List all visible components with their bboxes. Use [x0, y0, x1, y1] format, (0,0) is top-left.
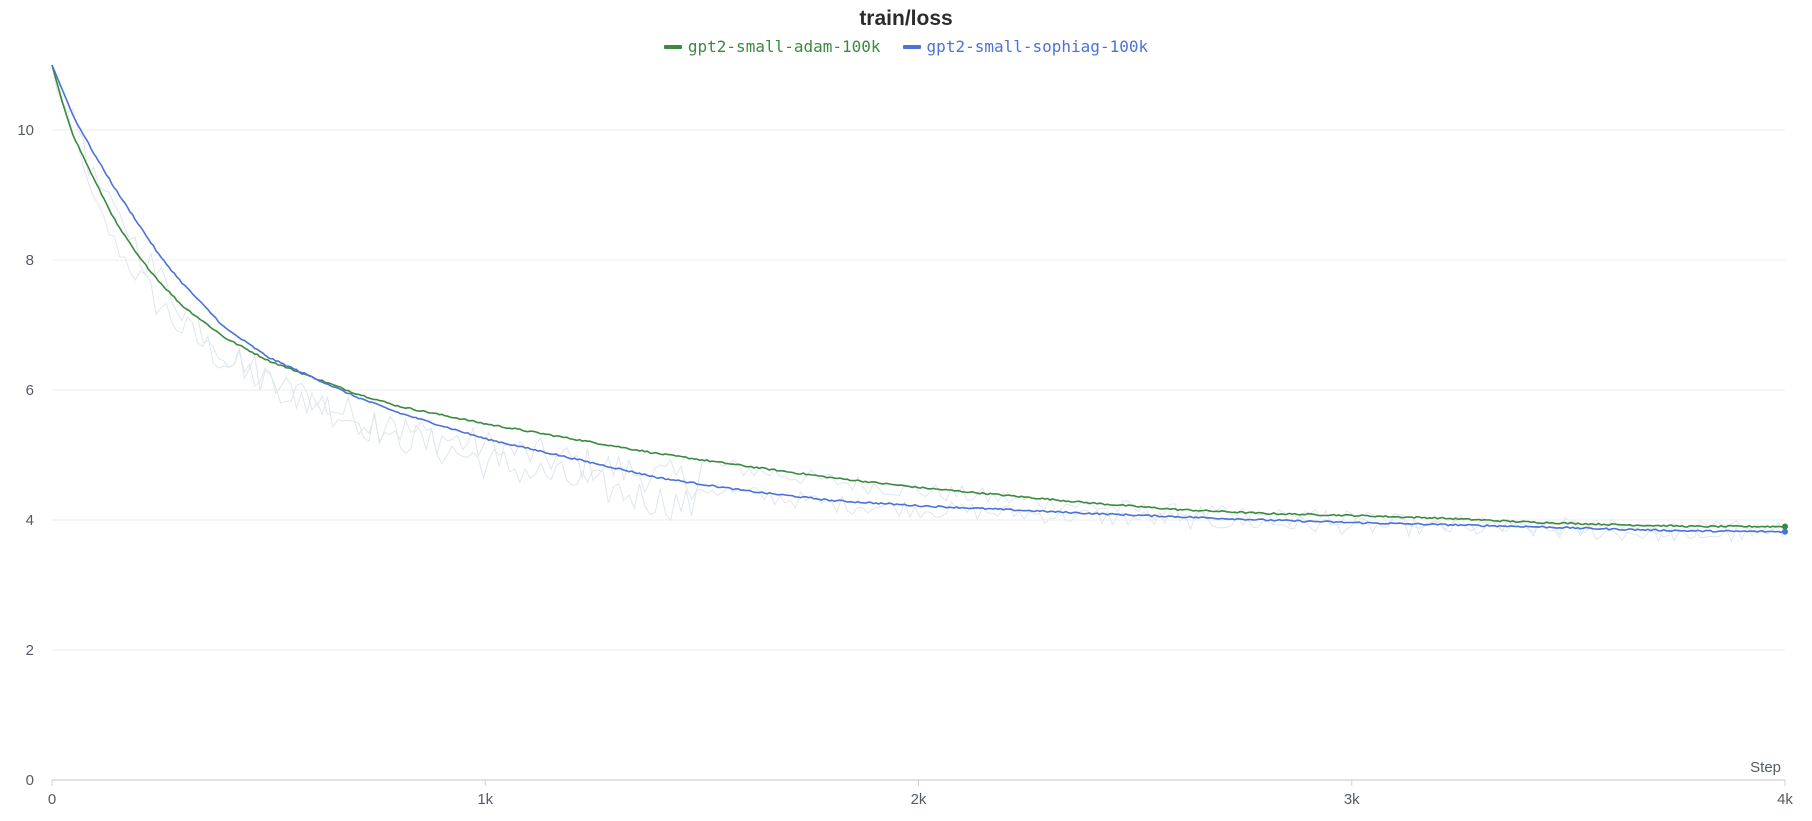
- legend-item-adam[interactable]: gpt2-small-adam-100k: [663, 37, 881, 56]
- legend: gpt2-small-adam-100k gpt2-small-sophiag-…: [0, 37, 1812, 56]
- x-tick-label: 1k: [477, 791, 493, 808]
- series-line-0[interactable]: [51, 64, 1784, 528]
- series-line-1[interactable]: [51, 64, 1784, 534]
- raw-series-line-0: [51, 65, 1784, 540]
- series-end-point-0[interactable]: [1782, 523, 1788, 530]
- legend-item-sophiag[interactable]: gpt2-small-sophiag-100k: [902, 37, 1149, 56]
- chart-title: train/loss: [859, 7, 953, 30]
- grid: [52, 129, 1785, 651]
- y-tick-label: 0: [26, 772, 34, 789]
- y-tick-label: 4: [26, 512, 34, 529]
- x-tick-label: 0: [48, 791, 56, 808]
- x-tick-label: 2k: [911, 791, 927, 808]
- axes: 0 2 4 6 8 10 0 1k 2k 3k 4k Step: [17, 122, 1793, 808]
- legend-swatch-sophiag: [902, 44, 921, 49]
- x-tick-label: 4k: [1777, 791, 1793, 808]
- y-tick-label: 8: [26, 252, 34, 269]
- y-tick-label: 6: [26, 382, 34, 399]
- series-end-point-1[interactable]: [1782, 528, 1788, 535]
- raw-series-layer: [51, 65, 1784, 544]
- legend-label-adam: gpt2-small-adam-100k: [687, 37, 881, 56]
- raw-series-line-1: [52, 76, 1784, 544]
- legend-swatch-adam: [663, 44, 682, 49]
- y-tick-label: 10: [17, 122, 34, 139]
- x-axis-label: Step: [1750, 759, 1781, 776]
- y-tick-label: 2: [26, 642, 34, 659]
- series-layer: [51, 64, 1788, 535]
- legend-label-sophiag: gpt2-small-sophiag-100k: [926, 37, 1149, 56]
- x-tick-label: 3k: [1344, 791, 1360, 808]
